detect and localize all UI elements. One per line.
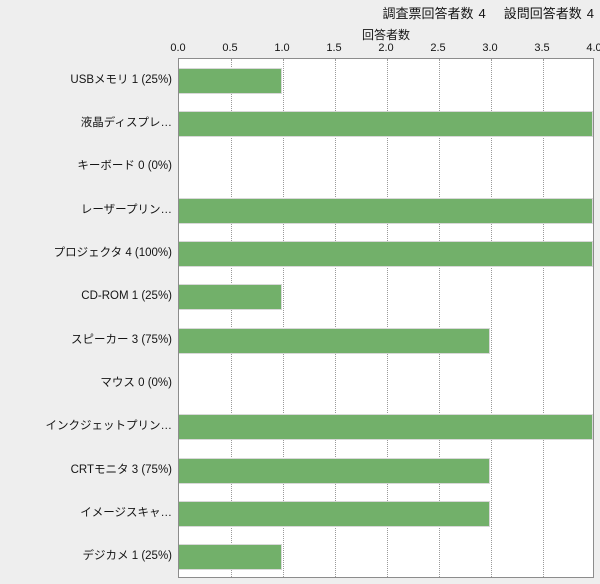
x-tick-label: 3.0 <box>482 42 498 54</box>
x-tick-label: 0.0 <box>170 42 186 54</box>
y-axis-labels: USBメモリ 1 (25%) 液晶ディスプレ… キーボード 0 (0%) レーザープリ… <box>0 58 173 578</box>
x-axis-title: 回答者数 <box>361 28 410 42</box>
gridline <box>543 59 544 577</box>
survey-respondents-value: 4 <box>478 5 486 21</box>
x-tick-label: 1.0 <box>274 42 290 54</box>
bar-row[interactable] <box>179 492 593 535</box>
bar-row[interactable] <box>179 146 593 189</box>
x-tick-label: 3.5 <box>534 42 550 54</box>
y-tick-label: レーザープリン… <box>80 203 172 216</box>
bar-row[interactable] <box>179 536 593 577</box>
y-tick-label: スピーカー 3 (75%) <box>71 333 172 346</box>
x-tick-label: 2.5 <box>430 42 446 54</box>
x-tick-label: 4.0 <box>586 42 600 54</box>
question-respondents-stat: 設問回答者数 4 <box>504 3 594 22</box>
bar-row[interactable] <box>179 232 593 275</box>
bar-row[interactable] <box>179 59 593 102</box>
y-tick-label: キーボード 0 (0%) <box>77 160 172 173</box>
bar-row[interactable] <box>179 362 593 405</box>
y-tick-label: 液晶ディスプレ… <box>80 117 172 129</box>
y-tick-label: CD-ROM 1 (25%) <box>81 290 172 303</box>
bar[interactable] <box>179 240 593 267</box>
x-tick-label: 1.5 <box>326 42 342 54</box>
x-tick-label: 0.5 <box>222 42 238 54</box>
bar-row[interactable] <box>179 319 593 362</box>
bar[interactable] <box>179 457 490 484</box>
y-tick-label: デジカメ 1 (25%) <box>82 550 172 563</box>
gridline <box>335 59 336 577</box>
bar-row[interactable] <box>179 449 593 492</box>
bar[interactable] <box>179 197 593 224</box>
bar[interactable] <box>179 110 593 137</box>
gridline <box>283 59 284 577</box>
bar-rows <box>179 59 593 577</box>
bar[interactable] <box>179 67 282 94</box>
survey-respondents-label: 調査票回答者数 <box>382 5 474 21</box>
y-tick-label: プロジェクタ 4 (100%) <box>53 247 172 259</box>
y-tick-label: CRTモニタ 3 (75%) <box>70 463 172 476</box>
question-respondents-value: 4 <box>586 5 594 21</box>
bar-row[interactable] <box>179 102 593 145</box>
bar[interactable] <box>179 500 490 527</box>
bar-row[interactable] <box>179 406 593 449</box>
plot-area <box>178 58 594 578</box>
y-tick-label: インクジェットプリン… <box>45 420 173 433</box>
question-respondents-label: 設問回答者数 <box>503 5 582 21</box>
bar[interactable] <box>179 414 593 441</box>
bar-row[interactable] <box>179 276 593 319</box>
bar[interactable] <box>179 544 282 571</box>
gridline <box>231 59 232 577</box>
gridline <box>439 59 440 577</box>
survey-respondents-stat: 調査票回答者数 4 <box>383 3 486 22</box>
x-axis-ticks: 0.0 0.5 1.0 1.5 2.0 2.5 3.0 3.5 4.0 <box>170 42 600 56</box>
bar[interactable] <box>179 284 282 311</box>
gridline <box>491 59 492 577</box>
gridline <box>387 59 388 577</box>
y-tick-label: マウス 0 (0%) <box>100 377 172 389</box>
y-tick-label: イメージスキャ… <box>80 507 172 519</box>
header-stats: 調査票回答者数 4 設問回答者数 4 <box>0 0 595 24</box>
bar-row[interactable] <box>179 189 593 232</box>
y-tick-label: USBメモリ 1 (25%) <box>70 73 172 86</box>
x-tick-label: 2.0 <box>378 42 394 54</box>
bar[interactable] <box>179 327 490 354</box>
